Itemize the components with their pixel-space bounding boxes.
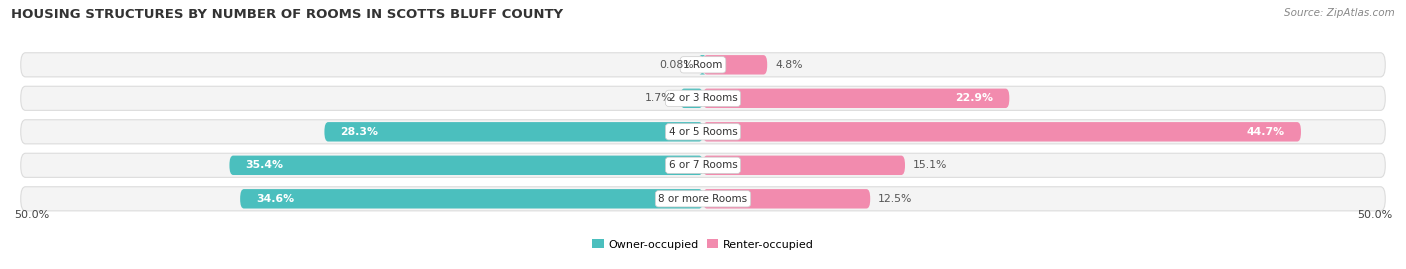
Text: 35.4%: 35.4%: [246, 160, 284, 170]
Text: 2 or 3 Rooms: 2 or 3 Rooms: [669, 93, 737, 103]
FancyBboxPatch shape: [703, 55, 768, 75]
FancyBboxPatch shape: [703, 155, 905, 175]
FancyBboxPatch shape: [240, 189, 703, 208]
FancyBboxPatch shape: [21, 153, 1385, 177]
Text: 1 Room: 1 Room: [683, 60, 723, 70]
Text: 6 or 7 Rooms: 6 or 7 Rooms: [669, 160, 737, 170]
Text: HOUSING STRUCTURES BY NUMBER OF ROOMS IN SCOTTS BLUFF COUNTY: HOUSING STRUCTURES BY NUMBER OF ROOMS IN…: [11, 8, 564, 21]
FancyBboxPatch shape: [21, 187, 1385, 211]
Text: 50.0%: 50.0%: [14, 210, 49, 220]
FancyBboxPatch shape: [325, 122, 703, 141]
FancyBboxPatch shape: [681, 89, 703, 108]
Text: 44.7%: 44.7%: [1247, 127, 1285, 137]
FancyBboxPatch shape: [21, 53, 1385, 77]
Text: 50.0%: 50.0%: [1357, 210, 1392, 220]
Text: 4.8%: 4.8%: [775, 60, 803, 70]
Text: 8 or more Rooms: 8 or more Rooms: [658, 194, 748, 204]
Text: 34.6%: 34.6%: [256, 194, 294, 204]
Text: 1.7%: 1.7%: [645, 93, 672, 103]
FancyBboxPatch shape: [703, 189, 870, 208]
Text: Source: ZipAtlas.com: Source: ZipAtlas.com: [1284, 8, 1395, 18]
FancyBboxPatch shape: [21, 86, 1385, 110]
Text: 28.3%: 28.3%: [340, 127, 378, 137]
Legend: Owner-occupied, Renter-occupied: Owner-occupied, Renter-occupied: [588, 235, 818, 254]
Text: 4 or 5 Rooms: 4 or 5 Rooms: [669, 127, 737, 137]
FancyBboxPatch shape: [21, 120, 1385, 144]
FancyBboxPatch shape: [699, 55, 706, 75]
Text: 0.08%: 0.08%: [659, 60, 695, 70]
FancyBboxPatch shape: [229, 155, 703, 175]
FancyBboxPatch shape: [703, 89, 1010, 108]
Text: 22.9%: 22.9%: [955, 93, 993, 103]
FancyBboxPatch shape: [703, 122, 1301, 141]
Text: 15.1%: 15.1%: [912, 160, 948, 170]
Text: 12.5%: 12.5%: [879, 194, 912, 204]
